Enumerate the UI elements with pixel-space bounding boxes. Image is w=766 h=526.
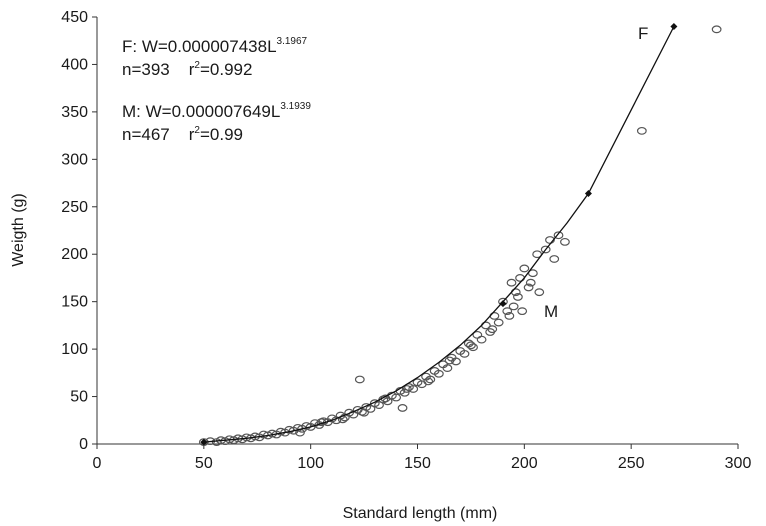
data-point: [506, 278, 517, 287]
y-tick-label: 300: [61, 151, 88, 168]
y-tick-label: 350: [61, 104, 88, 121]
data-point: [374, 401, 384, 409]
x-tick-label: 50: [195, 455, 213, 472]
data-point: [359, 408, 369, 417]
data-point: [399, 388, 410, 397]
y-tick-label: 200: [61, 246, 88, 263]
data-point: [513, 293, 523, 301]
data-point: [476, 335, 487, 344]
data-point: [459, 349, 470, 358]
data-point: [466, 341, 476, 350]
data-point: [502, 307, 513, 316]
data-point: [444, 356, 455, 365]
fit-line: [200, 22, 678, 446]
data-point: [451, 357, 461, 366]
data-points: [198, 25, 722, 447]
data-point: [354, 375, 365, 384]
m-series-label: M: [544, 302, 558, 321]
m-equation: M: W=0.000007649L3.1939: [122, 101, 311, 121]
data-point: [504, 312, 515, 320]
x-tick-label: 0: [93, 455, 102, 472]
data-point: [517, 307, 528, 316]
axes: 0 50 100 150 200 250 300 350 400 450 0 50 100 150 200 2…: [61, 9, 751, 472]
fit-marker: [584, 189, 592, 197]
data-point: [433, 369, 444, 378]
x-tick-label: 200: [511, 455, 538, 472]
data-point: [423, 377, 434, 386]
y-tick-label: 150: [61, 294, 88, 311]
x-tick-label: 300: [725, 455, 752, 472]
fit-curve: [203, 26, 675, 443]
fit-marker: [499, 300, 507, 308]
data-point: [711, 25, 722, 34]
y-tick-label: 450: [61, 9, 88, 26]
y-tick-label: 100: [61, 341, 88, 358]
x-tick-label: 100: [297, 455, 324, 472]
y-tick-label: 0: [79, 436, 88, 453]
data-point: [301, 422, 312, 430]
fit-marker: [200, 438, 208, 446]
data-point: [560, 237, 570, 246]
f-series-label: F: [638, 24, 648, 43]
annotations: F: W=0.000007438L3.1967 n=393 r2=0.992 M:…: [122, 24, 648, 321]
data-point: [493, 318, 504, 327]
data-point: [519, 264, 530, 273]
data-point: [442, 364, 453, 372]
y-tick-label: 400: [61, 56, 88, 73]
data-point: [523, 283, 534, 292]
y-axis-title: Weigth (g): [10, 193, 27, 267]
data-point: [534, 288, 545, 297]
f-stats: n=393 r2=0.992: [122, 60, 252, 79]
x-axis-title: Standard length (mm): [343, 505, 498, 522]
data-point: [401, 385, 412, 393]
data-point: [636, 126, 647, 135]
data-point: [487, 325, 498, 334]
data-point: [425, 375, 436, 384]
m-stats: n=467 r2=0.99: [122, 125, 243, 144]
data-point: [515, 274, 525, 282]
data-point: [391, 393, 402, 402]
y-tick-label: 250: [61, 199, 88, 216]
data-point: [397, 404, 408, 412]
data-point: [365, 404, 376, 413]
x-tick-label: 150: [404, 455, 431, 472]
y-tick-label: 50: [70, 389, 88, 406]
data-point: [508, 302, 519, 311]
data-point: [540, 245, 551, 254]
data-point: [553, 231, 564, 240]
fit-marker: [670, 22, 678, 30]
f-equation: F: W=0.000007438L3.1967: [122, 36, 308, 56]
data-point: [525, 278, 536, 287]
data-point: [468, 343, 478, 352]
data-point: [408, 385, 419, 393]
data-point: [549, 255, 560, 263]
x-tick-label: 250: [618, 455, 645, 472]
